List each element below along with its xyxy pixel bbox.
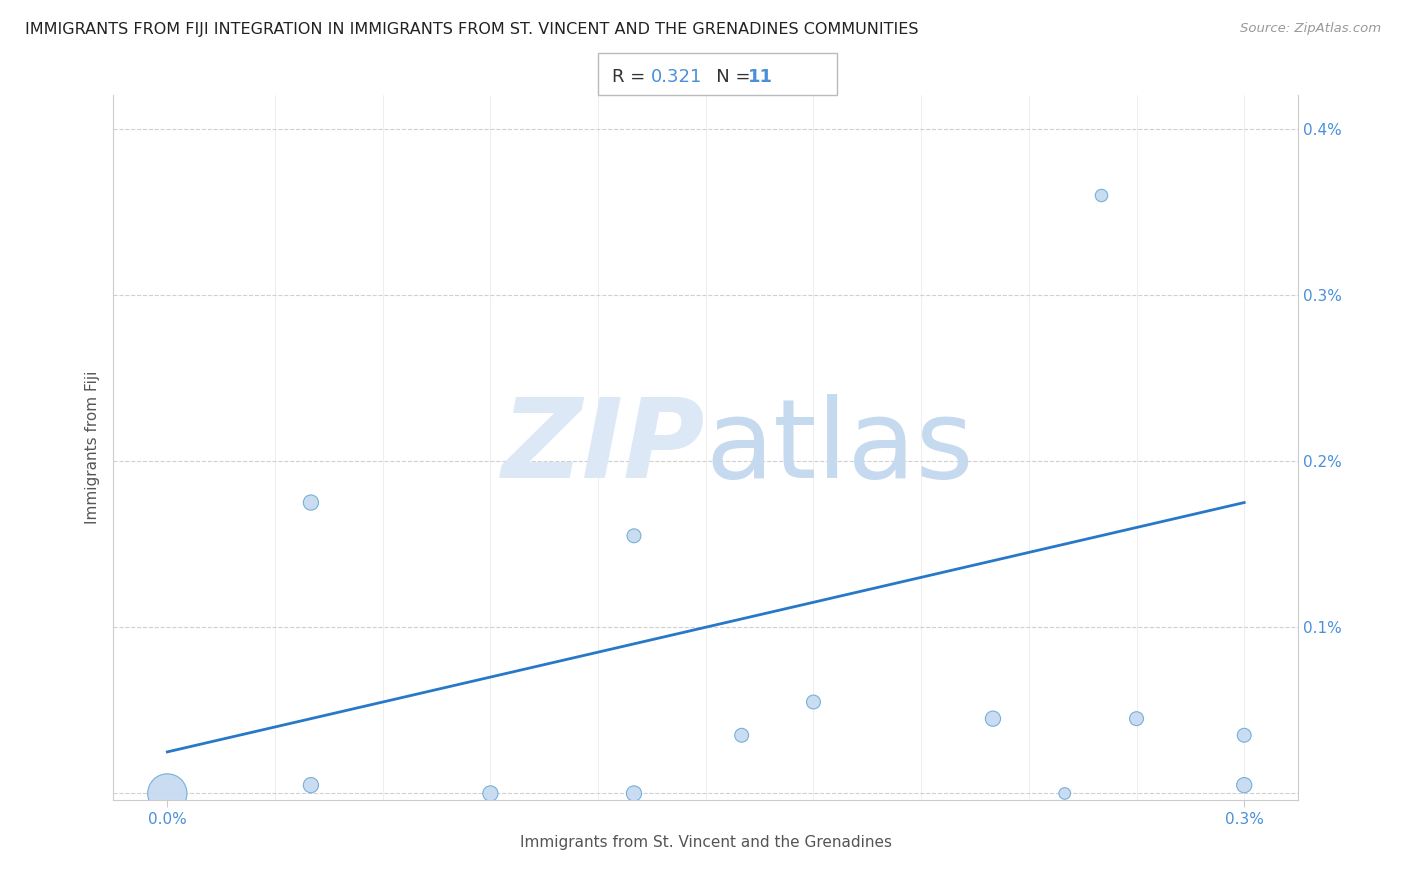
Text: R =: R = <box>612 68 651 86</box>
Point <box>479 787 502 801</box>
Point <box>1233 728 1256 742</box>
Text: ZIP: ZIP <box>502 394 706 501</box>
Point <box>1233 778 1256 792</box>
Y-axis label: Immigrants from Fiji: Immigrants from Fiji <box>86 371 100 524</box>
Text: N =: N = <box>699 68 756 86</box>
Point <box>1125 712 1147 726</box>
Point <box>623 529 645 543</box>
Text: atlas: atlas <box>706 394 974 501</box>
Text: IMMIGRANTS FROM FIJI INTEGRATION IN IMMIGRANTS FROM ST. VINCENT AND THE GRENADIN: IMMIGRANTS FROM FIJI INTEGRATION IN IMMI… <box>25 22 918 37</box>
Text: 11: 11 <box>748 68 773 86</box>
Point <box>981 712 1004 726</box>
Text: 0.321: 0.321 <box>651 68 703 86</box>
Point <box>803 695 825 709</box>
X-axis label: Immigrants from St. Vincent and the Grenadines: Immigrants from St. Vincent and the Gren… <box>520 835 891 850</box>
Point <box>1090 188 1112 202</box>
Point <box>731 728 754 742</box>
Point <box>299 778 322 792</box>
Text: Source: ZipAtlas.com: Source: ZipAtlas.com <box>1240 22 1381 36</box>
Point <box>1053 787 1076 801</box>
Point <box>156 787 179 801</box>
Point <box>299 495 322 509</box>
Point <box>623 787 645 801</box>
